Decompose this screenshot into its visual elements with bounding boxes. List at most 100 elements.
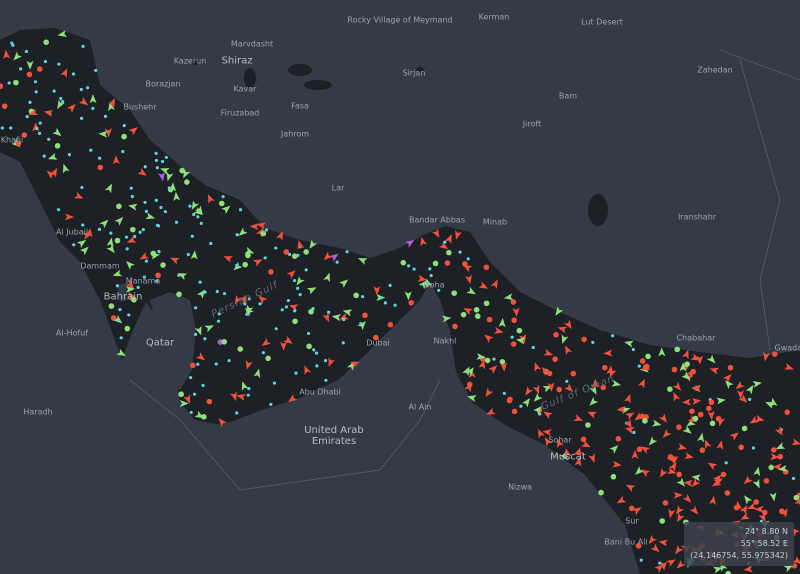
- vessel-marker[interactable]: [751, 446, 755, 450]
- vessel-marker[interactable]: [666, 467, 678, 476]
- vessel-marker[interactable]: [25, 115, 29, 119]
- vessel-marker[interactable]: [573, 414, 585, 424]
- vessel-marker[interactable]: [423, 277, 433, 289]
- vessel-marker[interactable]: [610, 473, 617, 480]
- vessel-marker[interactable]: [155, 166, 159, 170]
- vessel-marker[interactable]: [547, 382, 556, 392]
- vessel-marker[interactable]: [754, 505, 764, 513]
- vessel-marker[interactable]: [673, 491, 683, 499]
- vessel-marker[interactable]: [556, 386, 563, 393]
- vessel-marker[interactable]: [453, 230, 462, 241]
- vessel-marker[interactable]: [624, 418, 635, 430]
- vessel-marker[interactable]: [624, 393, 634, 404]
- vessel-marker[interactable]: [264, 228, 269, 232]
- vessel-marker[interactable]: [586, 409, 597, 419]
- vessel-marker[interactable]: [65, 213, 75, 221]
- vessel-marker[interactable]: [209, 241, 213, 246]
- vessel-marker[interactable]: [206, 398, 213, 405]
- vessel-marker[interactable]: [676, 424, 682, 430]
- vessel-marker[interactable]: [54, 99, 65, 111]
- vessel-marker[interactable]: [94, 68, 98, 73]
- vessel-marker[interactable]: [633, 466, 645, 477]
- vessel-marker[interactable]: [298, 293, 302, 297]
- vessel-marker[interactable]: [34, 90, 38, 94]
- vessel-marker[interactable]: [474, 313, 481, 319]
- vessel-marker[interactable]: [554, 437, 564, 449]
- vessel-marker[interactable]: [114, 237, 121, 244]
- vessel-marker[interactable]: [432, 260, 439, 267]
- vessel-marker[interactable]: [635, 543, 642, 549]
- vessel-marker[interactable]: [73, 191, 85, 202]
- vessel-marker[interactable]: [503, 293, 514, 301]
- vessel-marker[interactable]: [144, 209, 149, 213]
- vessel-marker[interactable]: [61, 99, 65, 104]
- vessel-marker[interactable]: [708, 399, 715, 406]
- vessel-marker[interactable]: [157, 250, 161, 254]
- vessel-marker[interactable]: [660, 561, 668, 571]
- vessel-marker[interactable]: [533, 404, 544, 415]
- vessel-marker[interactable]: [124, 325, 131, 332]
- vessel-marker[interactable]: [451, 290, 458, 296]
- vessel-marker[interactable]: [79, 116, 84, 120]
- vessel-marker[interactable]: [303, 249, 309, 255]
- vessel-marker[interactable]: [657, 468, 668, 479]
- vessel-marker[interactable]: [221, 195, 225, 199]
- vessel-marker[interactable]: [0, 83, 4, 89]
- vessel-marker[interactable]: [190, 362, 196, 369]
- vessel-marker[interactable]: [192, 212, 196, 217]
- vessel-marker[interactable]: [531, 392, 543, 404]
- vessel-marker[interactable]: [431, 228, 442, 239]
- vessel-marker[interactable]: [203, 337, 207, 341]
- vessel-marker[interactable]: [684, 361, 690, 367]
- vessel-marker[interactable]: [89, 94, 97, 104]
- vessel-marker[interactable]: [494, 327, 504, 336]
- vessel-marker[interactable]: [52, 89, 56, 93]
- vessel-marker[interactable]: [245, 252, 251, 259]
- vessel-marker[interactable]: [306, 284, 318, 295]
- vessel-marker[interactable]: [667, 386, 673, 392]
- vessel-marker[interactable]: [198, 280, 202, 284]
- vessel-marker[interactable]: [476, 352, 486, 361]
- vessel-marker[interactable]: [116, 319, 120, 323]
- vessel-marker[interactable]: [33, 80, 38, 84]
- vessel-marker[interactable]: [462, 305, 473, 316]
- vessel-marker[interactable]: [546, 370, 553, 377]
- vessel-marker[interactable]: [236, 227, 248, 238]
- vessel-marker[interactable]: [552, 306, 564, 317]
- vessel-marker[interactable]: [696, 355, 704, 365]
- vessel-marker[interactable]: [323, 359, 328, 363]
- vessel-marker[interactable]: [539, 365, 551, 377]
- vessel-marker[interactable]: [666, 556, 677, 568]
- vessel-marker[interactable]: [684, 452, 694, 461]
- vessel-marker[interactable]: [145, 212, 156, 221]
- vessel-marker[interactable]: [214, 362, 218, 366]
- vessel-marker[interactable]: [679, 362, 687, 372]
- vessel-marker[interactable]: [35, 126, 39, 130]
- vessel-marker[interactable]: [193, 332, 198, 337]
- vessel-marker[interactable]: [612, 460, 622, 469]
- vessel-marker[interactable]: [408, 299, 414, 306]
- vessel-marker[interactable]: [753, 466, 762, 477]
- vessel-marker[interactable]: [706, 354, 718, 365]
- vessel-marker[interactable]: [709, 365, 720, 375]
- vessel-marker[interactable]: [543, 348, 554, 359]
- vessel-marker[interactable]: [542, 435, 553, 447]
- vessel-marker[interactable]: [532, 384, 543, 396]
- vessel-marker[interactable]: [359, 321, 363, 326]
- vessel-marker[interactable]: [738, 444, 744, 451]
- vessel-marker[interactable]: [353, 292, 359, 299]
- vessel-marker[interactable]: [128, 124, 140, 136]
- vessel-marker[interactable]: [770, 453, 780, 461]
- vessel-marker[interactable]: [286, 298, 290, 303]
- vessel-marker[interactable]: [362, 312, 368, 319]
- vessel-marker[interactable]: [465, 365, 477, 377]
- vessel-marker[interactable]: [553, 332, 559, 338]
- vessel-marker[interactable]: [668, 460, 680, 472]
- vessel-marker[interactable]: [176, 291, 182, 298]
- vessel-marker[interactable]: [388, 283, 392, 288]
- vessel-marker[interactable]: [404, 237, 416, 248]
- vessel-marker[interactable]: [587, 396, 599, 408]
- vessel-marker[interactable]: [342, 317, 346, 322]
- vessel-marker[interactable]: [122, 123, 126, 128]
